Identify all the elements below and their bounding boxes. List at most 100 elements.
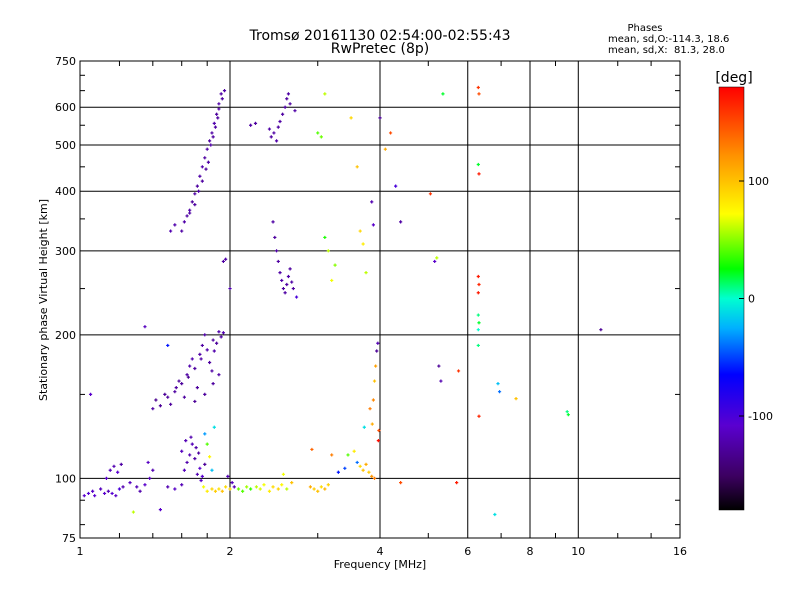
data-point: [285, 97, 289, 101]
data-point: [206, 160, 210, 164]
data-point: [185, 460, 189, 465]
data-point: [151, 468, 155, 472]
data-point: [188, 211, 192, 215]
data-point: [224, 257, 228, 261]
colorbar-tick-label: -100: [748, 410, 773, 423]
y-tick-label: 75: [62, 532, 76, 545]
data-point: [514, 396, 518, 401]
data-point: [210, 131, 214, 135]
data-point: [232, 485, 236, 489]
data-point: [193, 366, 197, 371]
x-tick-label: 8: [527, 545, 534, 558]
data-point: [210, 487, 214, 491]
y-tick-label: 100: [55, 472, 76, 485]
data-point: [310, 447, 314, 452]
data-point: [364, 271, 368, 275]
data-point: [286, 274, 291, 279]
data-point: [211, 135, 215, 139]
data-point: [222, 89, 227, 93]
data-point: [258, 487, 262, 491]
data-point: [280, 483, 284, 487]
data-point: [323, 92, 327, 96]
data-point: [435, 256, 439, 260]
data-point: [476, 274, 480, 279]
data-point: [207, 139, 212, 143]
data-point: [439, 379, 443, 383]
data-point: [86, 491, 91, 496]
y-tick-labels: 75 100 200 300 400 500 600 750: [55, 55, 76, 545]
data-point: [198, 174, 202, 178]
data-point: [283, 291, 287, 295]
data-point: [166, 485, 170, 489]
data-point: [200, 179, 204, 183]
data-point: [399, 480, 403, 485]
data-point: [211, 382, 215, 386]
x-tick-label: 16: [673, 545, 687, 558]
data-point: [476, 313, 480, 317]
data-point: [323, 235, 327, 240]
colorbar-tick-label: 0: [748, 293, 755, 306]
data-point: [496, 382, 500, 386]
data-point: [190, 442, 194, 446]
data-point: [190, 357, 194, 361]
y-tick-label: 600: [55, 101, 76, 114]
data-point: [193, 192, 197, 196]
data-point: [388, 131, 393, 135]
y-tick-label: 750: [55, 55, 76, 68]
data-point: [236, 487, 241, 491]
data-point: [477, 321, 481, 325]
data-point: [378, 116, 382, 120]
x-tick-label: 2: [227, 545, 234, 558]
data-point: [182, 468, 186, 472]
data-point: [108, 468, 112, 472]
data-point: [308, 485, 313, 489]
data-point: [476, 343, 480, 348]
data-point: [477, 172, 481, 176]
data-point: [215, 341, 219, 345]
data-point: [121, 485, 125, 489]
data-point: [217, 373, 221, 377]
data-point: [271, 220, 275, 224]
data-point: [361, 468, 365, 472]
data-point: [273, 235, 277, 240]
data-point: [355, 165, 359, 169]
data-point: [211, 338, 215, 342]
data-point: [217, 107, 221, 111]
grid-lines: [80, 61, 680, 538]
x-tick-label: 1: [77, 545, 84, 558]
data-point: [476, 291, 480, 295]
data-point: [476, 162, 480, 167]
data-point: [377, 428, 381, 433]
colorbar-label: [deg]: [715, 70, 752, 86]
data-point: [349, 116, 353, 120]
data-point: [291, 286, 295, 291]
data-point: [169, 402, 173, 406]
data-point: [497, 390, 502, 394]
data-point: [456, 369, 461, 373]
data-point: [566, 413, 570, 417]
data-point: [455, 480, 459, 485]
data-point: [272, 131, 276, 135]
data-point: [224, 485, 228, 489]
data-point: [131, 510, 136, 514]
data-point: [230, 480, 234, 485]
data-point: [158, 404, 163, 408]
chart-title: Tromsø 20161130 02:54:00-02:55:43: [249, 28, 511, 44]
data-point: [276, 125, 280, 129]
data-point: [278, 271, 282, 275]
colorbar-tick-label: 100: [748, 175, 769, 188]
data-point: [106, 489, 110, 493]
data-point: [271, 485, 275, 489]
data-point: [180, 483, 184, 487]
data-point: [477, 92, 481, 96]
data-point: [281, 472, 286, 476]
data-point: [135, 485, 139, 489]
data-point: [370, 474, 374, 478]
data-point: [371, 398, 376, 402]
data-point: [99, 487, 103, 491]
data-point: [93, 494, 97, 498]
data-point: [91, 489, 95, 493]
data-point: [203, 432, 207, 436]
data-point: [281, 286, 286, 291]
